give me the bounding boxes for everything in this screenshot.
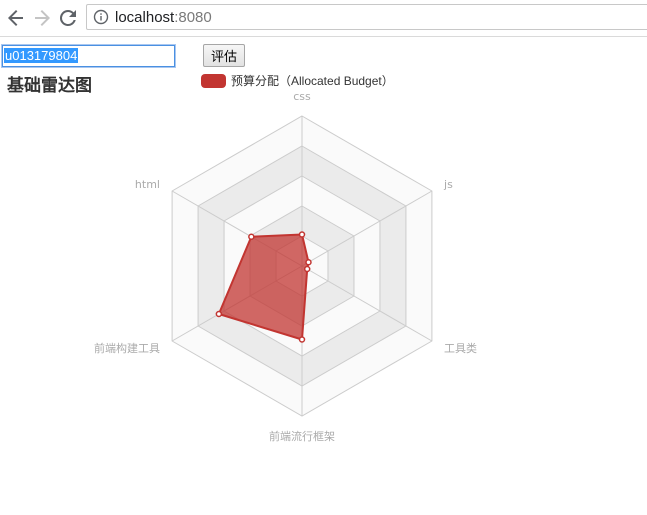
page-content: u013179804 评估 基础雷达图 预算分配（Allocated Budge… [0,37,647,515]
radar-axis-line [301,265,433,342]
radar-data-point [298,336,306,343]
url-text[interactable]: localhost:8080 [115,9,212,26]
forward-arrow-icon[interactable] [30,6,54,30]
legend-label: 预算分配（Allocated Budget） [231,74,394,88]
chart-title: 基础雷达图 [7,76,92,96]
radar-axis-label: js [443,178,453,191]
reload-icon[interactable] [56,6,80,30]
evaluate-button[interactable]: 评估 [203,44,245,67]
chart-legend[interactable]: 预算分配（Allocated Budget） [201,72,394,89]
user-id-input[interactable]: u013179804 [1,44,176,68]
address-bar[interactable]: localhost:8080 [86,4,647,30]
info-icon[interactable] [93,9,109,30]
radar-data-point [303,265,311,273]
radar-axis-label: 工具类 [444,341,477,355]
radar-data-point [248,233,255,240]
radar-axis-label: html [135,178,160,191]
radar-axis-label: css [293,90,311,103]
radar-data-point [298,231,306,238]
browser-toolbar: localhost:8080 [0,0,647,37]
radar-data-point [305,259,312,266]
radar-axis-label: 前端构建工具 [94,341,160,355]
radar-axis-label: 前端流行框架 [269,429,335,443]
legend-swatch [201,73,226,88]
back-arrow-icon[interactable] [4,6,28,30]
radar-data-point [215,310,223,318]
radar-axis-line [301,190,433,267]
